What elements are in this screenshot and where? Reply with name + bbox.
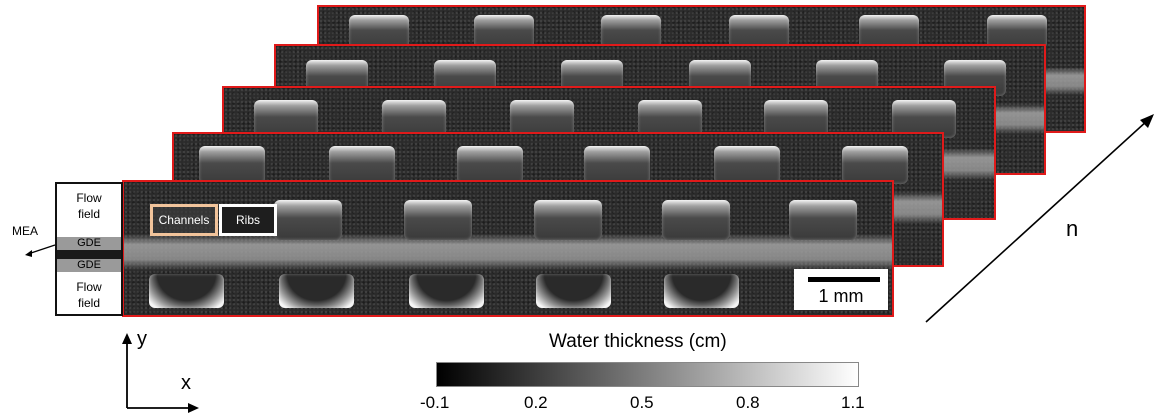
mea-label: MEA bbox=[12, 224, 39, 238]
scale-bar-label: 1 mm bbox=[818, 286, 864, 306]
mea-arrow bbox=[25, 244, 56, 257]
scale-bar-line bbox=[808, 277, 880, 282]
stack-axis-label: n bbox=[1066, 216, 1079, 241]
flow-field-bottom-label: Flow field bbox=[76, 280, 102, 310]
radiograph-frame-1: 1 mm bbox=[122, 180, 894, 317]
y-axis-label: y bbox=[137, 328, 147, 350]
stack-direction-arrow bbox=[925, 114, 1154, 323]
gde-bottom-label: GDE bbox=[57, 259, 121, 272]
colorbar-tick-3: 0.5 bbox=[630, 393, 654, 412]
colorbar-tick-5: 1.1 bbox=[841, 393, 865, 412]
ribs-tag: Ribs bbox=[219, 204, 277, 236]
gde-top-label: GDE bbox=[57, 237, 121, 250]
x-axis-label: x bbox=[181, 372, 191, 394]
colorbar-title: Water thickness (cm) bbox=[549, 331, 727, 352]
colorbar-tick-1: -0.1 bbox=[420, 393, 450, 412]
colorbar-tick-4: 0.8 bbox=[736, 393, 760, 412]
colorbar-tick-2: 0.2 bbox=[524, 393, 548, 412]
scale-bar: 1 mm bbox=[794, 269, 888, 310]
layer-labels-panel: Flow field GDE GDE Flow field bbox=[55, 182, 123, 316]
channels-tag: Channels bbox=[150, 204, 218, 236]
coordinate-axes bbox=[122, 333, 199, 413]
membrane-layer bbox=[57, 250, 121, 259]
colorbar-gradient bbox=[436, 362, 859, 387]
flow-field-top-label: Flow field bbox=[76, 191, 102, 221]
